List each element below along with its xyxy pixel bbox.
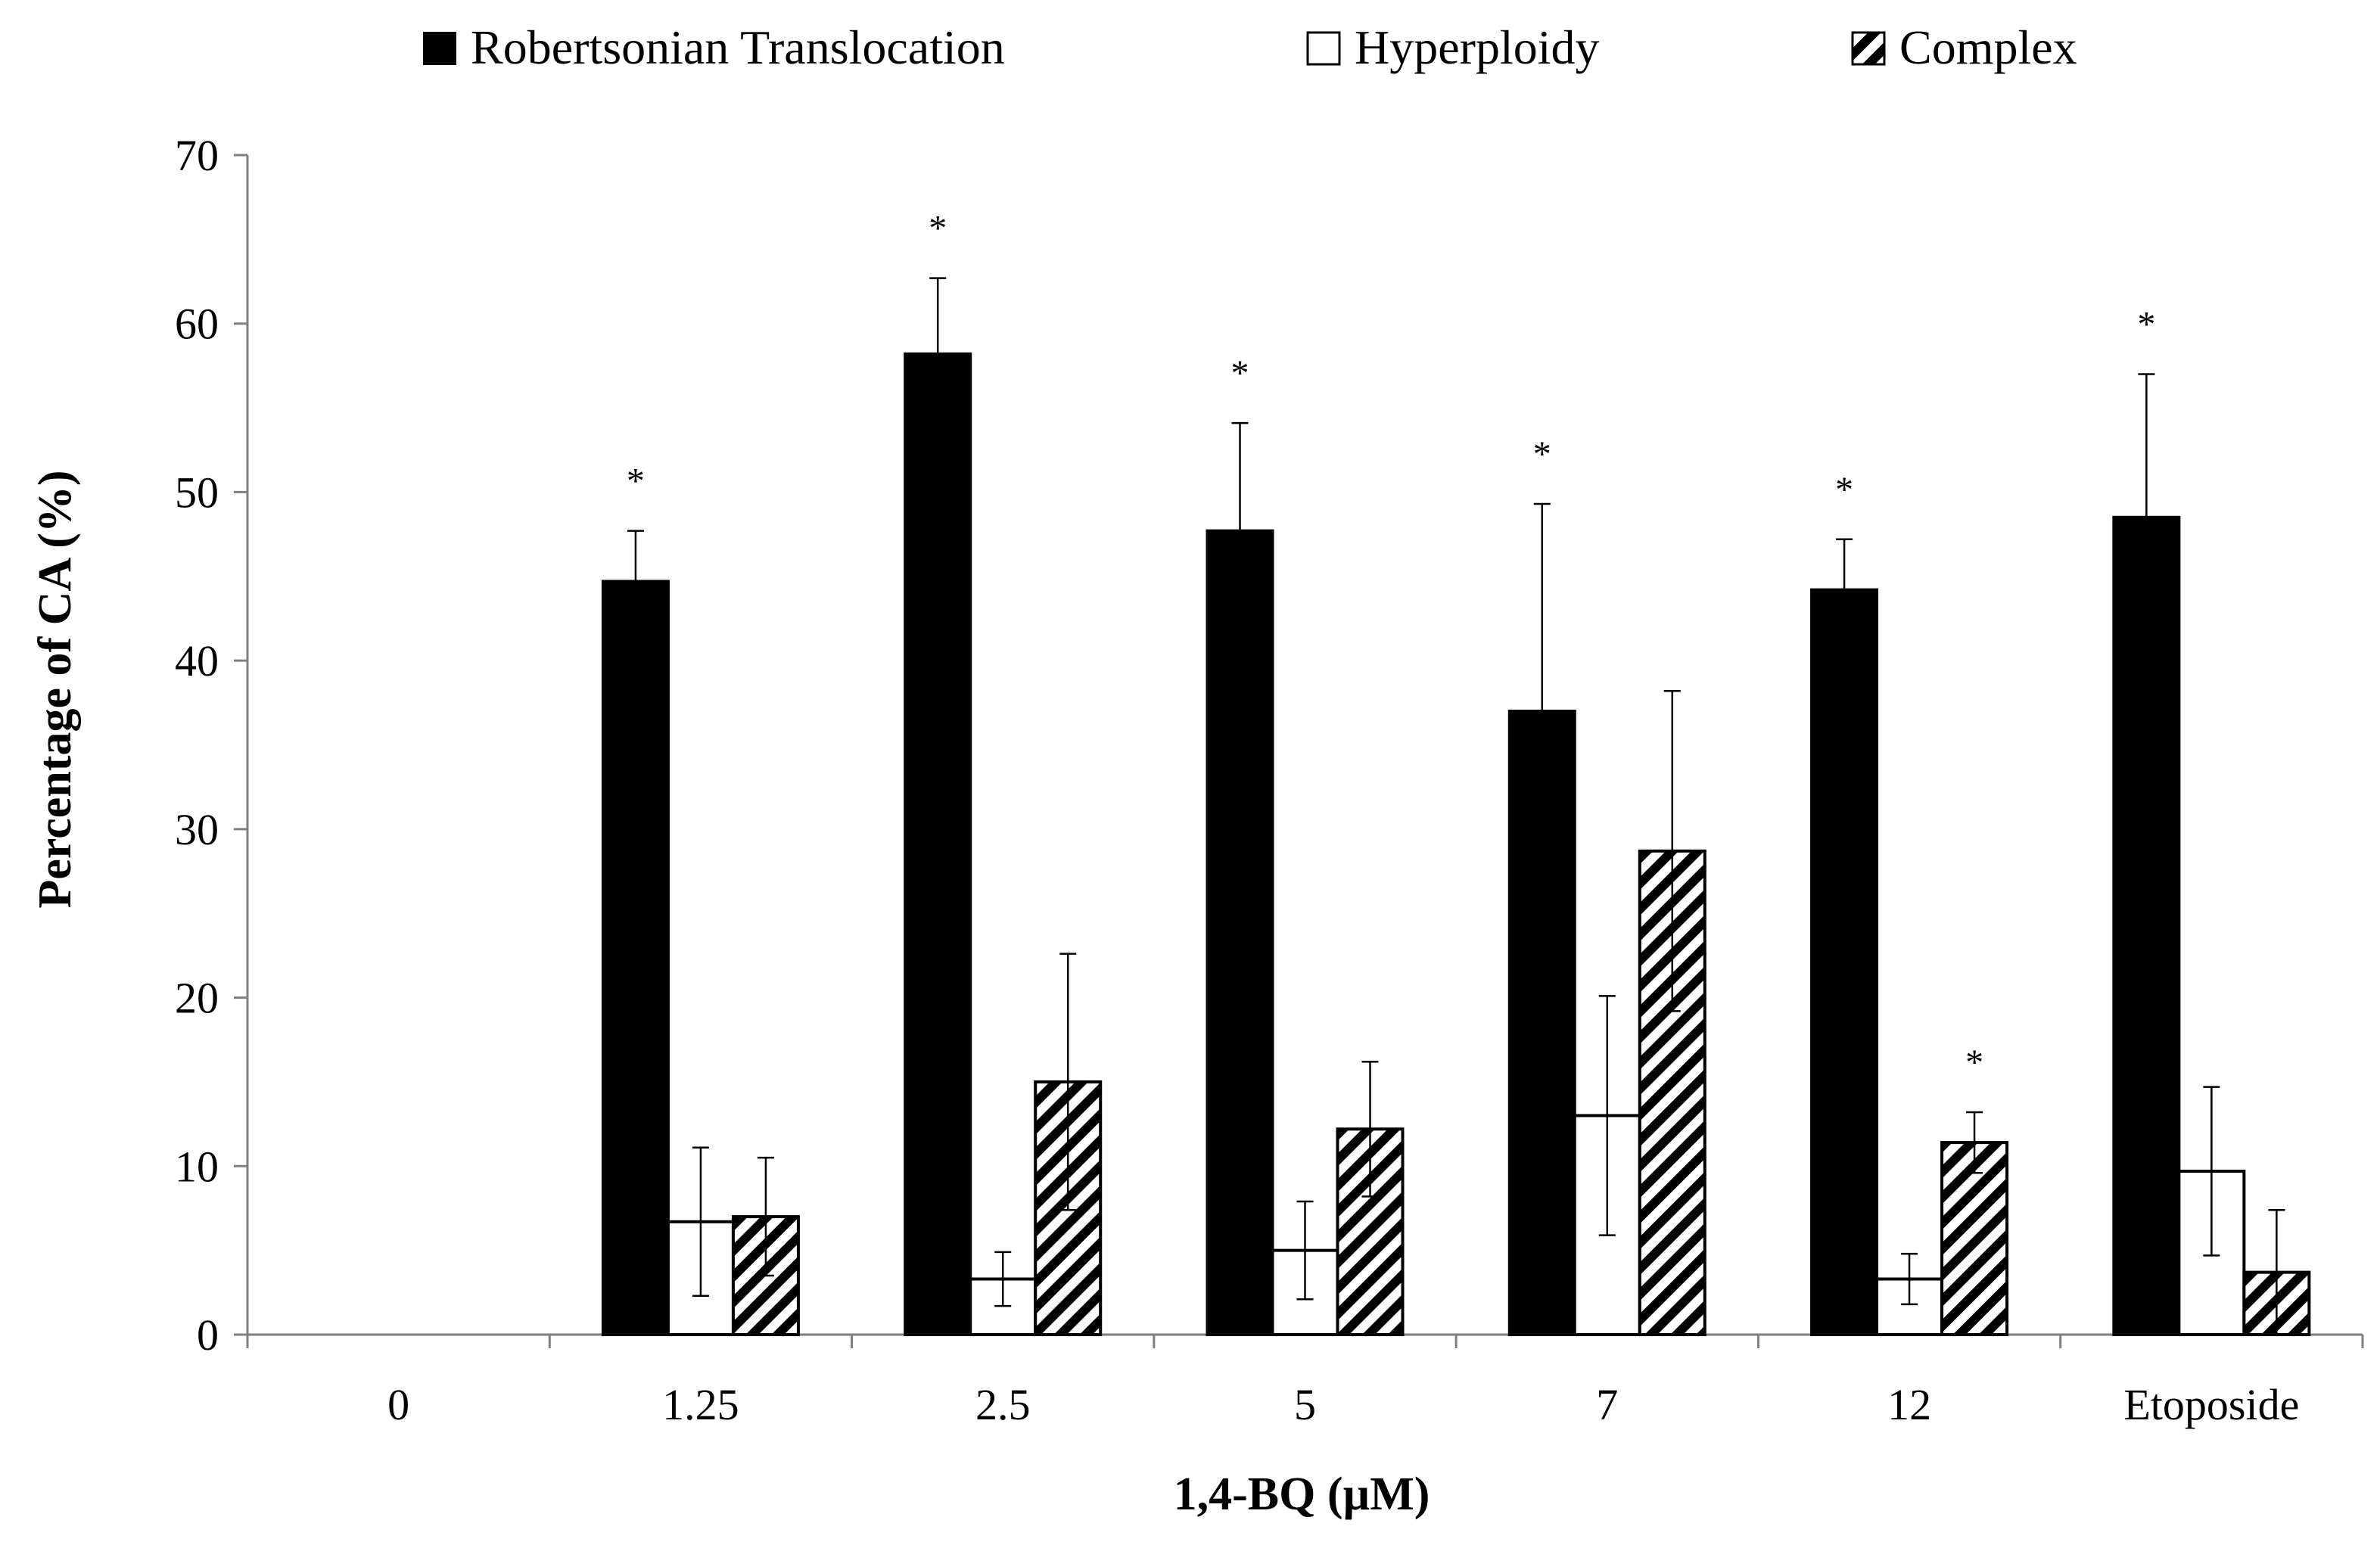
y-axis-title: Percentage of CA (%) <box>30 470 81 908</box>
y-axis-ticks: 0 10 20 30 40 50 60 70 <box>175 131 247 1360</box>
y-tick-label: 70 <box>175 131 219 180</box>
bar-robertsonian-translocation <box>1810 588 1879 1336</box>
bars <box>601 352 2311 1337</box>
significance-star: * <box>1533 434 1551 474</box>
x-tick-label: 12 <box>1887 1380 1931 1429</box>
y-tick-label: 40 <box>175 636 219 685</box>
x-tick-label: 0 <box>387 1380 409 1429</box>
bar-robertsonian-translocation <box>1206 529 1274 1336</box>
x-axis-ticks: 0 1.25 2.5 5 7 12 Etoposide <box>246 1335 2364 1429</box>
x-tick-label: 2.5 <box>975 1380 1031 1429</box>
significance-star: * <box>627 462 645 502</box>
significance-markers: * * * * * * * <box>627 209 2155 1083</box>
significance-star: * <box>1231 353 1249 393</box>
legend-swatch-hyperploidy <box>1306 31 1341 66</box>
significance-star: * <box>2137 305 2155 345</box>
legend-swatch-complex <box>1851 31 1886 66</box>
legend-label-complex: Complex <box>1899 20 2077 74</box>
significance-star: * <box>929 209 947 249</box>
x-tick-label: 5 <box>1294 1380 1316 1429</box>
x-tick-label: 7 <box>1596 1380 1618 1429</box>
x-tick-label: 1.25 <box>662 1380 739 1429</box>
y-tick-label: 50 <box>175 468 219 517</box>
bar-robertsonian-translocation <box>904 352 972 1336</box>
legend: Robertsonian Translocation Hyperploidy C… <box>423 20 2077 74</box>
error-bars <box>627 277 2285 1336</box>
y-tick-label: 30 <box>175 805 219 854</box>
significance-star: * <box>1965 1043 1983 1083</box>
bar-complex <box>1940 1141 2009 1336</box>
y-tick-label: 20 <box>175 974 219 1023</box>
x-axis-title: 1,4-BQ (µM) <box>1174 1469 1430 1520</box>
y-tick-label: 10 <box>175 1142 219 1191</box>
x-tick-label: Etoposide <box>2123 1380 2299 1429</box>
legend-label-hyperploidy: Hyperploidy <box>1355 20 1600 74</box>
significance-star: * <box>1835 470 1853 510</box>
y-tick-label: 0 <box>197 1310 219 1360</box>
y-tick-label: 60 <box>175 300 219 349</box>
legend-label-robertsonian: Robertsonian Translocation <box>471 20 1005 74</box>
bar-robertsonian-translocation <box>601 580 670 1336</box>
legend-swatch-robertsonian <box>423 32 456 65</box>
